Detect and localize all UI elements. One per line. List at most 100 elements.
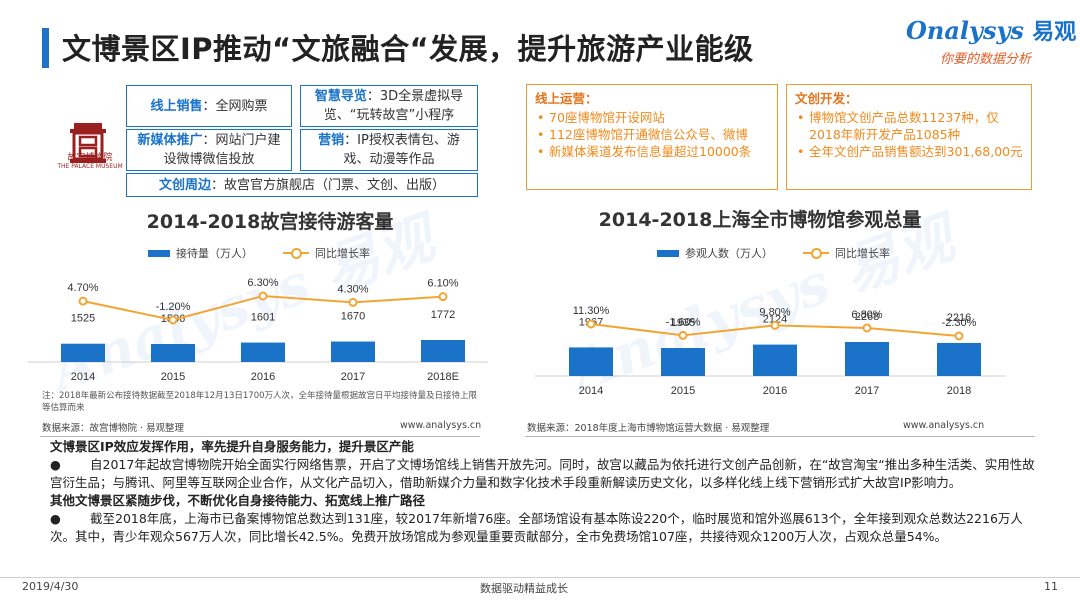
legend-label: 接待量（万人） bbox=[176, 247, 253, 260]
chart-2-source: 数据来源：2018年度上海市博物馆运营大数据 · 易观整理 bbox=[527, 423, 770, 434]
logo-slogan: 你要的数据分析 bbox=[940, 52, 1032, 67]
list-item: 新媒体渠道发布信息量超过10000条 bbox=[535, 143, 769, 160]
x-tick-label: 2016 bbox=[251, 371, 275, 383]
chart-2-url: www.analysys.cn bbox=[903, 420, 985, 431]
growth-value-label: 4.30% bbox=[337, 283, 368, 295]
chart-2-shanghai-museums: 1967201419352015212420162268201722162018… bbox=[535, 305, 1005, 397]
growth-point bbox=[586, 319, 596, 329]
growth-point bbox=[168, 315, 178, 325]
growth-point bbox=[438, 292, 448, 302]
growth-value-label: -1.60% bbox=[666, 316, 701, 328]
bullet-icon: ● bbox=[50, 457, 61, 472]
chart-2-title: 2014-2018上海全市博物馆参观总量 bbox=[598, 209, 922, 231]
bar bbox=[151, 344, 195, 362]
paragraph: ● 自2017年起故宫博物院开始全面实行网络售票，开启了文博场馆线上销售开放先河。… bbox=[50, 457, 1035, 490]
new-media-box: 新媒体推广：网站门户建设微博微信投放 bbox=[126, 129, 292, 171]
palace-museum-en: THE PALACE MUSEUM bbox=[57, 163, 123, 170]
logo-brand-cn: 易观 bbox=[1032, 20, 1077, 45]
section-heading: 其他文博景区紧随步伐，不断优化自身接待能力、拓宽线上推广路径 bbox=[50, 493, 426, 508]
palace-museum-name: 故宫博物院 bbox=[67, 153, 113, 163]
divider bbox=[525, 436, 1035, 437]
bar-value-label: 2268 bbox=[855, 311, 879, 323]
chart-1-visitors: 1525201415062015160120161670201717722018… bbox=[28, 277, 488, 383]
growth-value-label: 4.70% bbox=[67, 282, 98, 294]
legend-label: 参观人数（万人） bbox=[685, 247, 773, 260]
legend-label: 同比增长率 bbox=[315, 247, 370, 260]
footer-divider bbox=[0, 577, 1080, 578]
footer-slogan: 数据驱动精益成长 bbox=[480, 582, 568, 595]
footer-date: 2019/4/30 bbox=[22, 580, 79, 593]
chart-1-legend: 接待量（万人） 同比增长率 bbox=[148, 245, 370, 261]
growth-point bbox=[258, 291, 268, 301]
growth-value-label: 9.80% bbox=[759, 306, 790, 318]
smart-guide-box: 智慧导览：3D全景虚拟导览、“玩转故宫”小程序 bbox=[300, 85, 478, 127]
logo-brand-en: nalysys bbox=[926, 16, 1024, 45]
body-text: 文博景区IP效应发挥作用，率先提升自身服务能力，提升景区产能 ● 自2017年起故… bbox=[50, 438, 1035, 546]
creative-development-box: 文创开发： 博物馆文创产品总数11237种，仅2018年新开发产品1085种 全… bbox=[786, 84, 1032, 190]
bar bbox=[937, 342, 981, 376]
chart-2-legend: 参观人数（万人） 同比增长率 bbox=[657, 245, 890, 261]
bar-value-label: 2216 bbox=[947, 312, 971, 324]
marketing-box: 营销：IP授权表情包、游戏、动漫等作品 bbox=[300, 129, 478, 171]
growth-point bbox=[678, 330, 688, 340]
growth-value-label: -1.20% bbox=[156, 301, 191, 313]
growth-value-label: 6.10% bbox=[427, 278, 458, 290]
x-tick-label: 2017 bbox=[341, 371, 365, 383]
growth-value-label: 6.30% bbox=[247, 277, 278, 289]
chart-1-note: 注：2018年最新公布接待数据截至2018年12月13日1700万人次，全年接待… bbox=[42, 391, 478, 413]
logo-o-icon: O bbox=[906, 16, 927, 45]
palace-museum-logo-icon bbox=[70, 123, 106, 163]
footer-page-number: 11 bbox=[1044, 580, 1058, 593]
growth-value-label: 6.80% bbox=[851, 309, 882, 321]
growth-point bbox=[78, 296, 88, 306]
bar-value-label: 2124 bbox=[763, 314, 787, 326]
x-tick-label: 2018E bbox=[427, 371, 459, 383]
x-tick-label: 2017 bbox=[855, 385, 879, 397]
chart-1-source: 数据来源：故宫博物院 · 易观整理 bbox=[42, 423, 185, 434]
bar bbox=[421, 340, 465, 362]
bar bbox=[845, 342, 889, 376]
divider bbox=[40, 436, 480, 437]
bar bbox=[661, 348, 705, 376]
x-tick-label: 2018 bbox=[947, 385, 971, 397]
list-item: 112座博物馆开通微信公众号、微博 bbox=[535, 126, 769, 143]
growth-value-label: 11.30% bbox=[573, 305, 610, 317]
analysys-logo: Onalysys 易观 你要的数据分析 bbox=[906, 14, 1076, 74]
x-tick-label: 2016 bbox=[763, 385, 787, 397]
legend-line-swatch bbox=[803, 248, 829, 259]
bar-value-label: 1525 bbox=[71, 313, 95, 325]
bullet-icon: ● bbox=[50, 511, 61, 526]
growth-point bbox=[770, 320, 780, 330]
legend-label: 同比增长率 bbox=[835, 247, 890, 260]
bar-value-label: 1935 bbox=[671, 317, 695, 329]
bar-value-label: 1601 bbox=[251, 312, 275, 324]
x-tick-label: 2014 bbox=[71, 371, 95, 383]
bar bbox=[331, 341, 375, 362]
online-operations-box: 线上运营： 70座博物馆开设网站 112座博物馆开通微信公众号、微博 新媒体渠道… bbox=[526, 84, 778, 190]
title-accent-bar bbox=[42, 28, 49, 68]
bar bbox=[569, 347, 613, 376]
bar bbox=[241, 342, 285, 362]
bar-value-label: 1772 bbox=[431, 309, 455, 321]
paragraph: ● 截至2018年底，上海市已备案博物馆总数达到131座，较2017年新增76座。… bbox=[50, 511, 1023, 544]
growth-point bbox=[862, 323, 872, 333]
x-tick-label: 2014 bbox=[579, 385, 603, 397]
bar bbox=[61, 343, 105, 362]
list-item: 博物馆文创产品总数11237种，仅2018年新开发产品1085种 bbox=[795, 109, 1023, 143]
section-heading: 文博景区IP效应发挥作用，率先提升自身服务能力，提升景区产能 bbox=[50, 439, 414, 454]
bar bbox=[753, 344, 797, 376]
x-tick-label: 2015 bbox=[161, 371, 185, 383]
legend-line-swatch bbox=[283, 248, 309, 259]
growth-point bbox=[348, 297, 358, 307]
chart-1-title: 2014-2018故宫接待游客量 bbox=[146, 211, 394, 233]
list-item: 70座博物馆开设网站 bbox=[535, 109, 769, 126]
bar-value-label: 1670 bbox=[341, 311, 365, 323]
list-item: 全年文创产品销售额达到301,68,00元 bbox=[795, 143, 1023, 160]
page-title: 文博景区IP推动“文旅融合“发展，提升旅游产业能级 bbox=[62, 32, 754, 66]
x-tick-label: 2015 bbox=[671, 385, 695, 397]
chart-1-url: www.analysys.cn bbox=[400, 420, 482, 431]
creative-periphery-box: 文创周边：故宫官方旗舰店（门票、文创、出版） bbox=[126, 173, 478, 197]
growth-value-label: -2.30% bbox=[942, 317, 977, 329]
online-sales-box: 线上销售：全网购票 bbox=[126, 85, 292, 127]
legend-bar-swatch bbox=[148, 249, 170, 257]
